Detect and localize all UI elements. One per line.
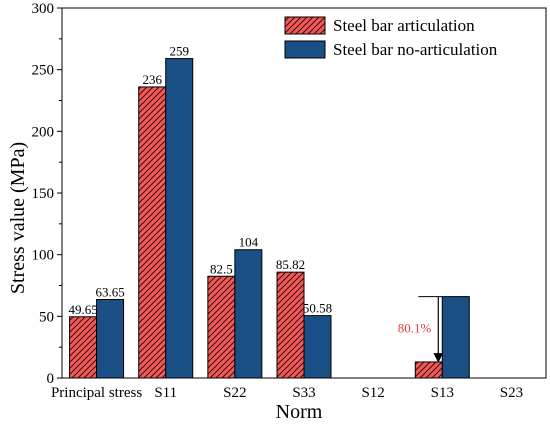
bar-steel-bar-articulation-s33 [276, 271, 305, 379]
bar-steel-bar-no-articulation-s22 [234, 249, 263, 379]
data-label-steel-bar-no-articulation-s33: 50.58 [303, 301, 332, 316]
annotation-label: 80.1% [398, 320, 432, 335]
bar-steel-bar-no-articulation-s13 [441, 296, 470, 379]
x-axis: Principal stress S11 S22 S33 S12 S13 S23 [51, 385, 523, 401]
y-tick-label: 100 [32, 248, 55, 264]
legend-label-steel-bar-articulation: Steel bar articulation [333, 16, 475, 35]
x-tick-label-s22: S22 [223, 385, 246, 401]
x-tick-label-principal-stress: Principal stress [51, 385, 142, 401]
y-axis-title: Stress value (MPa) [7, 142, 29, 294]
data-label-steel-bar-articulation-s11: 236 [142, 72, 162, 87]
y-tick-label: 50 [39, 309, 54, 325]
data-label-steel-bar-articulation-s22: 82.5 [210, 261, 233, 276]
bar-steel-bar-articulation-s11 [138, 86, 167, 379]
y-tick-label: 200 [32, 124, 55, 140]
y-tick-label: 150 [32, 186, 55, 202]
y-axis: 0 50 100 150 200 250 300 [32, 1, 62, 387]
data-label-steel-bar-articulation-s33: 85.82 [276, 257, 305, 272]
data-label-steel-bar-no-articulation-principal-stress: 63.65 [95, 284, 124, 299]
legend: Steel bar articulation Steel bar no-artic… [284, 16, 498, 59]
legend-swatch-steel-bar-articulation [284, 16, 326, 35]
data-label-steel-bar-no-articulation-s11: 259 [169, 44, 189, 59]
y-tick-label: 300 [32, 1, 55, 17]
bar-steel-bar-no-articulation-principal-stress [96, 298, 125, 379]
legend-label-steel-bar-no-articulation: Steel bar no-articulation [333, 40, 498, 59]
bar-steel-bar-no-articulation-s11 [165, 58, 194, 379]
x-tick-label-s12: S12 [361, 385, 384, 401]
data-labels-group: 49.65 236 82.5 85.82 63.65 259 104 50.58 [68, 44, 332, 317]
annotations-group: 80.1% [398, 296, 444, 363]
data-label-steel-bar-no-articulation-s22: 104 [239, 235, 259, 250]
x-axis-title: Norm [276, 401, 323, 423]
data-label-steel-bar-articulation-principal-stress: 49.65 [68, 302, 97, 317]
x-tick-label-s11: S11 [154, 385, 177, 401]
x-tick-label-s23: S23 [500, 385, 523, 401]
x-tick-label-s13: S13 [431, 385, 454, 401]
bar-steel-bar-articulation-s22 [207, 275, 236, 379]
bar-steel-bar-articulation-s13 [414, 361, 443, 379]
bars-group [69, 58, 470, 379]
bar-steel-bar-articulation-principal-stress [69, 316, 98, 379]
y-tick-label: 0 [47, 371, 55, 387]
legend-swatch-steel-bar-no-articulation [284, 40, 326, 59]
y-tick-label: 250 [32, 63, 55, 79]
bar-steel-bar-no-articulation-s33 [303, 315, 332, 379]
x-tick-label-s33: S33 [292, 385, 315, 401]
